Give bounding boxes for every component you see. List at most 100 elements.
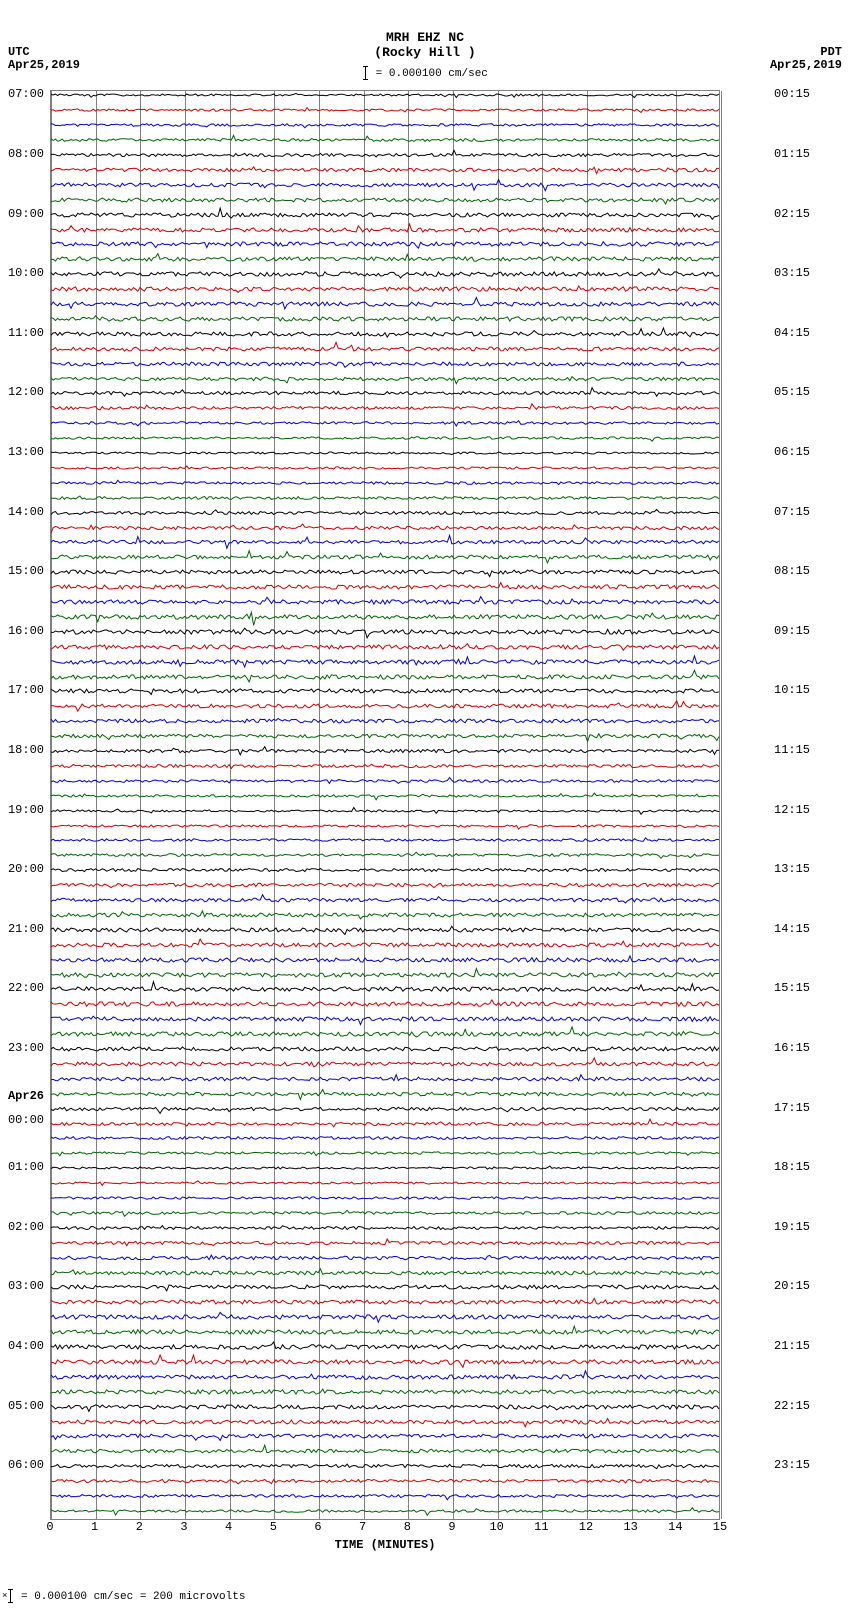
seismic-trace (51, 565, 719, 579)
seismic-trace (51, 88, 719, 102)
pdt-hour-label: 13:15 (774, 862, 810, 876)
utc-hour-label: 02:00 (8, 1220, 44, 1234)
seismic-trace (51, 878, 719, 892)
seismic-trace (51, 580, 719, 594)
pdt-hour-label: 07:15 (774, 505, 810, 519)
seismic-trace (51, 1206, 719, 1220)
utc-hour-label: 06:00 (8, 1458, 44, 1472)
seismic-trace (51, 714, 719, 728)
seismic-trace (51, 133, 719, 147)
utc-hour-label: 13:00 (8, 445, 44, 459)
seismic-trace (51, 1385, 719, 1399)
seismic-trace (51, 342, 719, 356)
scale-bar-icon (10, 1589, 11, 1603)
utc-hour-label: 10:00 (8, 266, 44, 280)
seismic-trace (51, 804, 719, 818)
seismic-trace (51, 1191, 719, 1205)
seismic-trace (51, 1012, 719, 1026)
seismic-trace (51, 148, 719, 162)
timezone-right: PDT Apr25,2019 (770, 46, 842, 72)
seismogram-plot: 07:0008:0009:0010:0011:0012:0013:0014:00… (50, 90, 720, 1520)
seismic-trace (51, 461, 719, 475)
seismic-trace (51, 312, 719, 326)
seismic-trace (51, 908, 719, 922)
seismic-trace (51, 372, 719, 386)
seismic-trace (51, 1474, 719, 1488)
pdt-hour-label: 21:15 (774, 1339, 810, 1353)
seismic-trace (51, 1251, 719, 1265)
timezone-left: UTC Apr25,2019 (8, 46, 80, 72)
seismic-trace (51, 550, 719, 564)
scale-bar-icon (365, 66, 366, 80)
seismic-trace (51, 386, 719, 400)
seismic-trace (51, 401, 719, 415)
seismic-trace (51, 729, 719, 743)
seismic-trace (51, 670, 719, 684)
pdt-hour-label: 09:15 (774, 624, 810, 638)
pdt-hour-label: 18:15 (774, 1160, 810, 1174)
seismic-trace (51, 1221, 719, 1235)
seismic-trace (51, 237, 719, 251)
x-axis: TIME (MINUTES) 0123456789101112131415 (50, 1520, 720, 1560)
pdt-hour-label: 04:15 (774, 326, 810, 340)
seismic-trace (51, 1325, 719, 1339)
seismic-trace (51, 595, 719, 609)
pdt-hour-label: 14:15 (774, 922, 810, 936)
seismic-trace (51, 1102, 719, 1116)
utc-hour-label: 14:00 (8, 505, 44, 519)
seismic-trace (51, 476, 719, 490)
x-tick-label: 2 (136, 1520, 143, 1534)
x-tick-label: 9 (448, 1520, 455, 1534)
seismic-trace (51, 625, 719, 639)
seismic-trace (51, 938, 719, 952)
seismic-trace (51, 1176, 719, 1190)
seismic-trace (51, 1057, 719, 1071)
date-rollover-label: Apr26 (8, 1089, 44, 1103)
seismic-trace (51, 1295, 719, 1309)
seismic-trace (51, 774, 719, 788)
pdt-hour-label: 05:15 (774, 385, 810, 399)
seismic-trace (51, 223, 719, 237)
seismic-trace (51, 1117, 719, 1131)
utc-hour-label: 19:00 (8, 803, 44, 817)
seismic-trace (51, 759, 719, 773)
x-tick-label: 14 (668, 1520, 682, 1534)
x-tick-label: 7 (359, 1520, 366, 1534)
x-tick-label: 12 (579, 1520, 593, 1534)
seismic-trace (51, 1444, 719, 1458)
seismic-trace (51, 1489, 719, 1503)
seismic-trace (51, 1236, 719, 1250)
x-tick-label: 1 (91, 1520, 98, 1534)
pdt-hour-label: 01:15 (774, 147, 810, 161)
utc-hour-label: 04:00 (8, 1339, 44, 1353)
seismic-trace (51, 1161, 719, 1175)
seismic-trace (51, 863, 719, 877)
utc-hour-label: 20:00 (8, 862, 44, 876)
seismic-trace (51, 1310, 719, 1324)
seismic-trace (51, 491, 719, 505)
pdt-hour-label: 02:15 (774, 207, 810, 221)
station-location: (Rocky Hill ) (0, 45, 850, 60)
seismic-trace (51, 1459, 719, 1473)
seismic-trace (51, 997, 719, 1011)
seismic-trace (51, 267, 719, 281)
x-tick-label: 3 (180, 1520, 187, 1534)
x-tick-label: 13 (623, 1520, 637, 1534)
seismic-trace (51, 506, 719, 520)
utc-hour-label: 15:00 (8, 564, 44, 578)
seismic-trace (51, 684, 719, 698)
seismic-trace (51, 1072, 719, 1086)
utc-hour-label: 18:00 (8, 743, 44, 757)
station-code: MRH EHZ NC (0, 30, 850, 45)
pdt-hour-label: 20:15 (774, 1279, 810, 1293)
utc-hour-label: 16:00 (8, 624, 44, 638)
seismic-trace (51, 1400, 719, 1414)
seismic-trace (51, 1266, 719, 1280)
seismic-trace (51, 1027, 719, 1041)
seismic-trace (51, 923, 719, 937)
utc-hour-label: 08:00 (8, 147, 44, 161)
seismic-trace (51, 297, 719, 311)
pdt-hour-label: 19:15 (774, 1220, 810, 1234)
seismic-trace (51, 1131, 719, 1145)
x-tick-label: 10 (489, 1520, 503, 1534)
